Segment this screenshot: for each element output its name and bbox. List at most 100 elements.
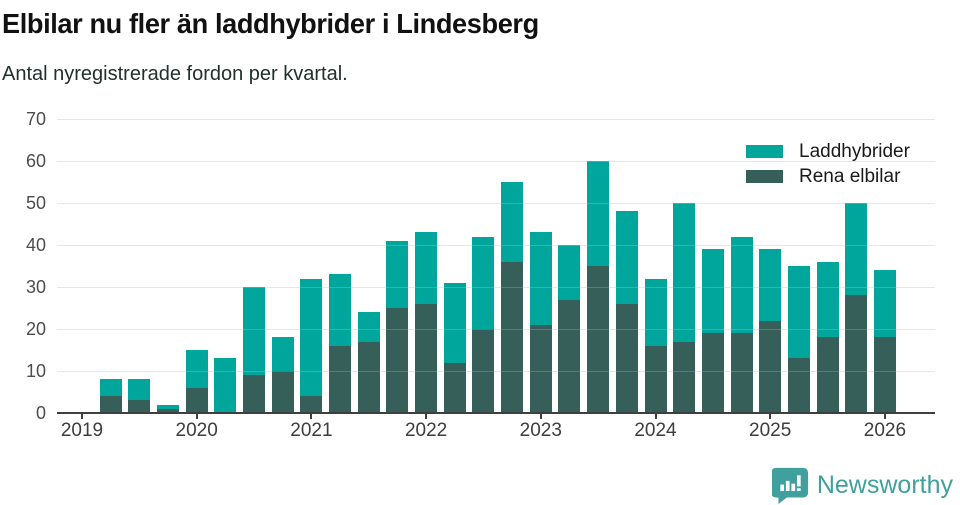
bar-segment-laddhybrider <box>759 249 782 321</box>
x-axis-tick <box>539 414 542 419</box>
bar-segment-laddhybrider <box>587 161 610 266</box>
y-axis-label: 0 <box>35 403 46 423</box>
legend-label-laddhybrider: Laddhybrider <box>799 140 910 162</box>
bar-segment-laddhybrider <box>357 312 380 342</box>
x-axis-label: 2020 <box>175 420 218 441</box>
x-axis-label: 2024 <box>634 420 677 441</box>
bar-segment-laddhybrider <box>701 249 724 334</box>
bar-segment-rena-elbilar <box>185 387 208 413</box>
bar-segment-rena-elbilar <box>615 303 638 413</box>
bar-segment-laddhybrider <box>501 182 524 262</box>
bar-segment-laddhybrider <box>816 261 839 338</box>
bar-segment-rena-elbilar <box>558 299 581 413</box>
bar-segment-laddhybrider <box>472 236 495 329</box>
bar-segment-rena-elbilar <box>673 341 696 413</box>
bar-segment-laddhybrider <box>243 287 266 376</box>
bar-segment-laddhybrider <box>214 358 237 413</box>
y-axis-label: 30 <box>25 277 46 297</box>
bar-segment-laddhybrider <box>128 379 151 401</box>
bar-segment-laddhybrider <box>787 266 810 359</box>
gridline-overlay <box>57 202 935 204</box>
newsworthy-logo-text: Newsworthy <box>816 471 953 499</box>
bar-segment-rena-elbilar <box>529 324 552 413</box>
bar-segment-laddhybrider <box>329 274 352 346</box>
bar-segment-rena-elbilar <box>873 337 896 413</box>
bar-segment-laddhybrider <box>615 211 638 304</box>
gridline-overlay <box>57 118 935 120</box>
bar-segment-rena-elbilar <box>329 345 352 413</box>
bar-segment-laddhybrider <box>558 245 581 300</box>
x-axis-label: 2023 <box>519 420 562 441</box>
x-axis-label: 2026 <box>863 420 907 441</box>
x-axis-tick <box>883 414 886 419</box>
bar-segment-laddhybrider <box>185 350 208 388</box>
y-axis-label: 60 <box>25 151 46 171</box>
y-axis-label: 10 <box>25 361 46 381</box>
bar-segment-rena-elbilar <box>787 358 810 413</box>
x-axis-tick <box>310 414 313 419</box>
bar-segment-rena-elbilar <box>443 362 466 413</box>
gridline <box>57 202 935 204</box>
bar-segment-rena-elbilar <box>587 266 610 413</box>
bar-segment-laddhybrider <box>386 240 409 308</box>
gridline-overlay <box>57 244 935 246</box>
bar-segment-laddhybrider <box>730 236 753 334</box>
bar-segment-laddhybrider <box>845 203 868 296</box>
bar-segment-laddhybrider <box>644 278 667 346</box>
bar-segment-rena-elbilar <box>271 371 294 413</box>
bar-segment-laddhybrider <box>529 232 552 325</box>
bar-segment-rena-elbilar <box>730 333 753 413</box>
x-axis-line <box>57 412 935 414</box>
y-axis-label: 40 <box>25 235 46 255</box>
bar-segment-rena-elbilar <box>157 408 180 413</box>
bar-segment-laddhybrider <box>157 404 180 409</box>
x-axis-label: 2025 <box>749 420 792 441</box>
bar-chart-speech-bubble-icon <box>771 467 808 504</box>
gridline <box>57 328 935 330</box>
bar-segment-rena-elbilar <box>845 295 868 413</box>
gridline <box>57 244 935 246</box>
bar-segment-rena-elbilar <box>759 320 782 413</box>
bar-segment-laddhybrider <box>443 282 466 363</box>
gridline <box>57 286 935 288</box>
x-axis-tick <box>769 414 772 419</box>
gridline <box>57 370 935 372</box>
bar-segment-rena-elbilar <box>701 333 724 413</box>
gridline-overlay <box>57 328 935 330</box>
legend-item-rena-elbilar: Rena elbilar <box>746 164 910 189</box>
bar-segment-laddhybrider <box>673 203 696 342</box>
bar-segment-laddhybrider <box>271 337 294 371</box>
x-axis-label: 2022 <box>404 420 448 441</box>
x-axis-tick <box>81 414 83 419</box>
chart-title: Elbilar nu fler än laddhybrider i Lindes… <box>2 8 539 39</box>
bar-segment-rena-elbilar <box>99 396 122 413</box>
bar-segment-rena-elbilar <box>816 337 839 413</box>
x-axis-tick <box>195 414 198 419</box>
bar-segment-rena-elbilar <box>243 375 266 413</box>
y-axis-label: 20 <box>25 319 46 339</box>
legend-swatch-laddhybrider <box>746 145 783 158</box>
gridline <box>57 160 935 162</box>
legend-swatch-rena-elbilar <box>746 170 783 183</box>
bar-segment-rena-elbilar <box>415 303 438 413</box>
bar-segment-rena-elbilar <box>644 345 667 413</box>
gridline-overlay <box>57 160 935 162</box>
bar-segment-laddhybrider <box>99 379 122 397</box>
gridline-overlay <box>57 286 935 288</box>
chart-subtitle: Antal nyregistrerade fordon per kvartal. <box>2 63 348 85</box>
bar-segment-rena-elbilar <box>501 261 524 413</box>
legend-item-laddhybrider: Laddhybrider <box>746 139 910 164</box>
bar-segment-rena-elbilar <box>128 400 151 413</box>
gridline-overlay <box>57 370 935 372</box>
x-axis-label: 2019 <box>60 420 104 441</box>
bar-segment-laddhybrider <box>300 278 323 397</box>
bar-segment-laddhybrider <box>415 232 438 304</box>
x-axis-label: 2021 <box>290 420 333 441</box>
legend: Laddhybrider Rena elbilar <box>746 139 910 189</box>
y-axis-label: 70 <box>25 109 46 129</box>
y-axis-label: 50 <box>25 193 46 213</box>
bar-segment-rena-elbilar <box>386 308 409 413</box>
newsworthy-logo-link[interactable]: Newsworthy <box>771 466 953 505</box>
gridline <box>57 118 935 120</box>
